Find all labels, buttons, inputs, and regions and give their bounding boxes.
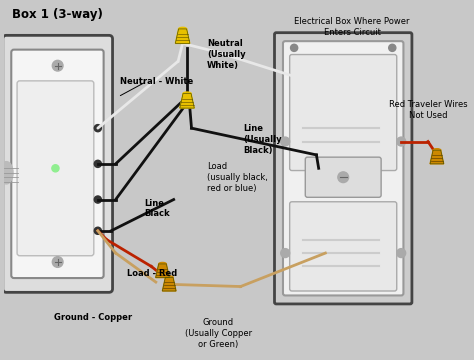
Circle shape (291, 44, 298, 51)
Text: Load
(usually black,
red or blue): Load (usually black, red or blue) (207, 162, 268, 193)
FancyBboxPatch shape (274, 33, 412, 304)
Ellipse shape (0, 162, 13, 184)
Circle shape (52, 60, 63, 71)
FancyBboxPatch shape (305, 157, 381, 197)
Polygon shape (155, 264, 169, 278)
Text: Electrical Box Where Power
Enters Circuit: Electrical Box Where Power Enters Circui… (294, 17, 410, 37)
Text: Line
(Usually
Black): Line (Usually Black) (243, 124, 282, 155)
Polygon shape (430, 150, 444, 164)
Circle shape (397, 137, 406, 146)
Circle shape (287, 41, 301, 54)
Circle shape (94, 125, 101, 132)
Text: Ground - Copper: Ground - Copper (55, 313, 132, 322)
Circle shape (397, 249, 406, 257)
Text: Box 1 (3-way): Box 1 (3-way) (12, 8, 103, 21)
Circle shape (94, 160, 101, 167)
Circle shape (281, 137, 290, 146)
Text: Line
Black: Line Black (145, 199, 170, 218)
Polygon shape (163, 277, 176, 291)
Circle shape (94, 227, 101, 234)
Circle shape (281, 249, 290, 257)
Circle shape (338, 172, 348, 183)
FancyBboxPatch shape (283, 41, 403, 296)
Circle shape (52, 257, 63, 267)
Text: Neutral
(Usually
White): Neutral (Usually White) (207, 39, 246, 70)
FancyBboxPatch shape (290, 202, 397, 291)
Polygon shape (175, 29, 190, 44)
Ellipse shape (159, 262, 166, 265)
FancyBboxPatch shape (11, 50, 104, 278)
Text: Load - Red: Load - Red (127, 269, 177, 278)
Circle shape (389, 44, 396, 51)
FancyBboxPatch shape (290, 54, 397, 171)
Circle shape (94, 196, 101, 203)
Text: Red Traveler Wires
Not Used: Red Traveler Wires Not Used (389, 100, 467, 120)
Ellipse shape (179, 27, 187, 31)
Circle shape (385, 41, 399, 54)
Polygon shape (180, 94, 194, 108)
Ellipse shape (433, 149, 441, 152)
Text: Neutral - White: Neutral - White (120, 77, 193, 86)
Text: Ground
(Usually Copper
or Green): Ground (Usually Copper or Green) (185, 318, 252, 349)
FancyBboxPatch shape (17, 81, 94, 256)
Circle shape (52, 165, 59, 172)
FancyBboxPatch shape (3, 35, 112, 292)
Ellipse shape (165, 276, 173, 279)
Ellipse shape (183, 92, 191, 95)
